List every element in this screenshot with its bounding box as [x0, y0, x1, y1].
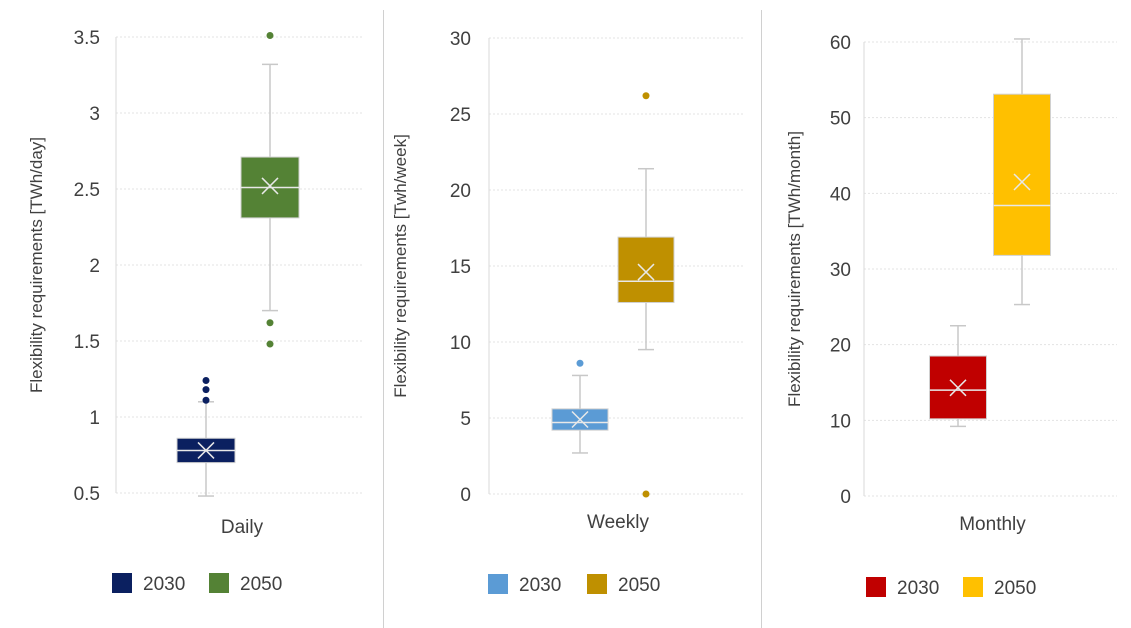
mean-marker — [1013, 173, 1031, 191]
y-tick-label: 0 — [460, 485, 471, 506]
legend-label: 2030 — [897, 578, 939, 599]
legend-label: 2050 — [240, 574, 282, 595]
y-tick-label: 3.5 — [74, 28, 100, 49]
y-tick-label: 40 — [830, 184, 851, 205]
y-tick-label: 20 — [830, 336, 851, 357]
legend-swatch-2050 — [963, 577, 983, 597]
y-tick-label: 25 — [450, 105, 471, 126]
mean-marker — [197, 441, 215, 459]
y-tick-label: 15 — [450, 257, 471, 278]
y-tick-label: 0 — [840, 487, 851, 508]
chart-daily: 0.5 1 1.5 2 2.5 3 3.5 Flexibility requirements … — [0, 0, 383, 628]
legend-label: 2050 — [994, 578, 1036, 599]
outlier-point — [266, 31, 274, 39]
x-category-label: Daily — [221, 517, 264, 538]
box-2050 — [617, 236, 675, 303]
y-axis-label: Flexibility requirements [Twh/week] — [391, 134, 410, 398]
y-tick-label: 60 — [830, 33, 851, 54]
legend-label: 2050 — [618, 575, 660, 596]
outlier-point — [202, 386, 210, 394]
legend-swatch-2030 — [488, 574, 508, 594]
mean-marker — [261, 177, 279, 195]
y-tick-label: 20 — [450, 181, 471, 202]
mean-marker — [571, 410, 589, 429]
y-tick-label: 30 — [450, 29, 471, 50]
outlier-point — [202, 396, 210, 404]
y-tick-label: 0.5 — [74, 484, 100, 505]
outlier-point — [202, 377, 210, 385]
panel-divider-right — [761, 10, 762, 628]
legend-swatch-2050 — [209, 573, 229, 593]
box-2050 — [993, 93, 1051, 256]
y-tick-label: 30 — [830, 260, 851, 281]
y-axis-label: Flexibility requirements [TWh/month] — [785, 131, 804, 407]
x-category-label: Weekly — [587, 512, 649, 533]
outlier-point — [266, 340, 274, 348]
y-tick-label: 1.5 — [74, 332, 100, 353]
outlier-point — [642, 92, 650, 100]
mean-marker — [949, 379, 967, 397]
y-tick-label: 50 — [830, 109, 851, 130]
y-axis-label: Flexibility requirements [TWh/day] — [27, 137, 46, 393]
y-tick-label: 1 — [89, 408, 100, 429]
legend-swatch-2050 — [587, 574, 607, 594]
y-tick-label: 2 — [89, 256, 100, 277]
y-tick-label: 10 — [450, 333, 471, 354]
legend-swatch-2030 — [112, 573, 132, 593]
chart-weekly: 0 5 10 15 20 25 30 Flexibility requirements [Tw… — [384, 0, 761, 628]
mean-marker — [637, 263, 655, 281]
x-category-label: Monthly — [959, 514, 1026, 535]
y-tick-label: 10 — [830, 411, 851, 432]
panel-divider-left — [383, 10, 384, 628]
y-tick-label: 5 — [460, 409, 471, 430]
y-tick-label: 2.5 — [74, 180, 100, 201]
legend-label: 2030 — [519, 575, 561, 596]
outlier-point — [266, 319, 274, 327]
outlier-point — [642, 490, 650, 498]
legend-label: 2030 — [143, 574, 185, 595]
y-tick-label: 3 — [89, 104, 100, 125]
outlier-point — [576, 359, 584, 367]
legend-swatch-2030 — [866, 577, 886, 597]
